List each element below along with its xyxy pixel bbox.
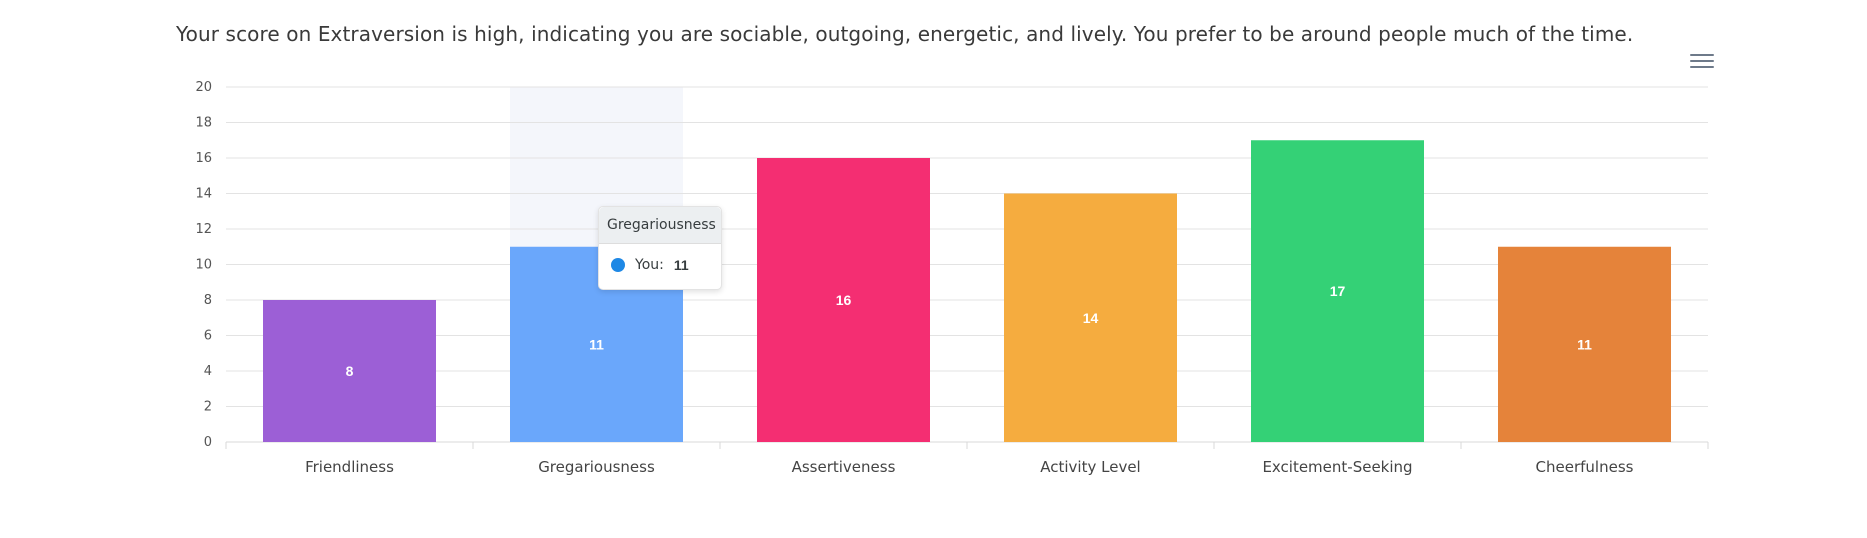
chart-tooltip: Gregariousness You: 11 (598, 206, 722, 290)
tooltip-series-marker (611, 258, 625, 272)
data-label: 16 (836, 292, 852, 308)
data-label: 14 (1083, 310, 1099, 326)
y-tick-label: 6 (204, 329, 212, 344)
y-tick-label: 12 (195, 222, 212, 237)
tooltip-value: 11 (673, 257, 689, 273)
y-tick-label: 18 (195, 116, 212, 131)
y-tick-label: 8 (204, 293, 212, 308)
hamburger-menu-icon[interactable] (1690, 54, 1714, 74)
y-tick-label: 14 (195, 187, 212, 202)
data-label: 11 (589, 336, 604, 352)
x-tick-label: Excitement-Seeking (1262, 458, 1412, 476)
x-tick-label: Gregariousness (538, 458, 655, 476)
y-tick-label: 10 (195, 258, 212, 273)
y-tick-label: 20 (195, 80, 212, 95)
score-description: Your score on Extraversion is high, indi… (176, 22, 1634, 46)
bar (1251, 140, 1424, 442)
x-tick-label: Activity Level (1040, 458, 1140, 476)
data-label: 17 (1330, 283, 1346, 299)
bar (757, 158, 930, 442)
tooltip-title: Gregariousness (599, 207, 721, 244)
y-tick-label: 0 (204, 435, 212, 450)
bar (1498, 246, 1671, 442)
y-tick-label: 4 (204, 364, 212, 379)
bar (1004, 193, 1177, 442)
tooltip-series-label: You: (635, 257, 664, 273)
x-tick-label: Assertiveness (792, 458, 896, 476)
x-tick-label: Cheerfulness (1536, 458, 1634, 476)
data-label: 8 (346, 363, 354, 379)
bar (263, 300, 436, 442)
x-tick-label: Friendliness (305, 458, 394, 476)
data-label: 11 (1577, 336, 1592, 352)
y-tick-label: 2 (204, 400, 212, 415)
y-tick-label: 16 (195, 151, 212, 166)
